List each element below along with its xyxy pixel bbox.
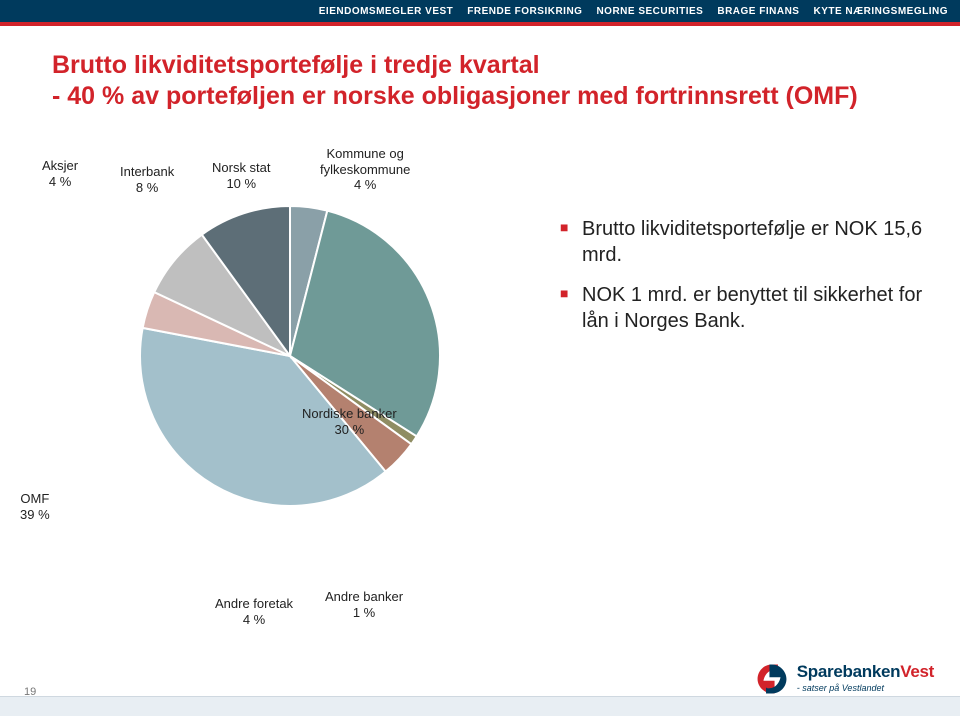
logo-name-dark: Sparebanken xyxy=(797,662,900,681)
pie-label-kommune: Kommune og fylkeskommune 4 % xyxy=(320,146,410,193)
footer: 19 SparebankenVest - satser på Vestlande… xyxy=(0,652,960,716)
title-line-1: Brutto likviditetsportefølje i tredje kv… xyxy=(52,50,858,81)
topbar-item: BRAGE FINANS xyxy=(717,6,799,17)
page-title: Brutto likviditetsportefølje i tredje kv… xyxy=(52,50,858,113)
topbar-item: NORNE SECURITIES xyxy=(596,6,703,17)
logo-text: SparebankenVest xyxy=(797,662,934,682)
logo-mark-icon xyxy=(755,662,789,696)
page-body: Brutto likviditetsportefølje i tredje kv… xyxy=(0,26,960,716)
pie-label-andreb: Andre banker 1 % xyxy=(325,589,403,620)
topbar-item: KYTE NÆRINGSMEGLING xyxy=(813,6,948,17)
pie-label-interbank: Interbank 8 % xyxy=(120,164,174,195)
pie-label-nordiske: Nordiske banker 30 % xyxy=(302,406,397,437)
bullet-item: Brutto likviditetsportefølje er NOK 15,6… xyxy=(560,216,930,268)
topbar-item: FRENDE FORSIKRING xyxy=(467,6,582,17)
footer-divider xyxy=(0,696,960,716)
pie-label-andref: Andre foretak 4 % xyxy=(215,596,293,627)
title-line-2: - 40 % av porteføljen er norske obligasj… xyxy=(52,81,858,112)
bullet-item: NOK 1 mrd. er benyttet til sikkerhet for… xyxy=(560,282,930,334)
top-nav-bar: EIENDOMSMEGLER VEST FRENDE FORSIKRING NO… xyxy=(0,0,960,22)
logo-name-red: Vest xyxy=(900,662,934,681)
pie-chart xyxy=(140,206,440,506)
pie-label-norskstat: Norsk stat 10 % xyxy=(212,160,271,191)
topbar-item: EIENDOMSMEGLER VEST xyxy=(319,6,454,17)
pie-label-aksjer: Aksjer 4 % xyxy=(42,158,78,189)
bullet-list: Brutto likviditetsportefølje er NOK 15,6… xyxy=(560,216,930,348)
brand-logo: SparebankenVest - satser på Vestlandet xyxy=(755,662,934,696)
logo-tagline: - satser på Vestlandet xyxy=(797,683,934,693)
pie-chart-region: Kommune og fylkeskommune 4 % Nordiske ban… xyxy=(40,146,520,626)
pie-label-omf: OMF 39 % xyxy=(20,491,50,522)
